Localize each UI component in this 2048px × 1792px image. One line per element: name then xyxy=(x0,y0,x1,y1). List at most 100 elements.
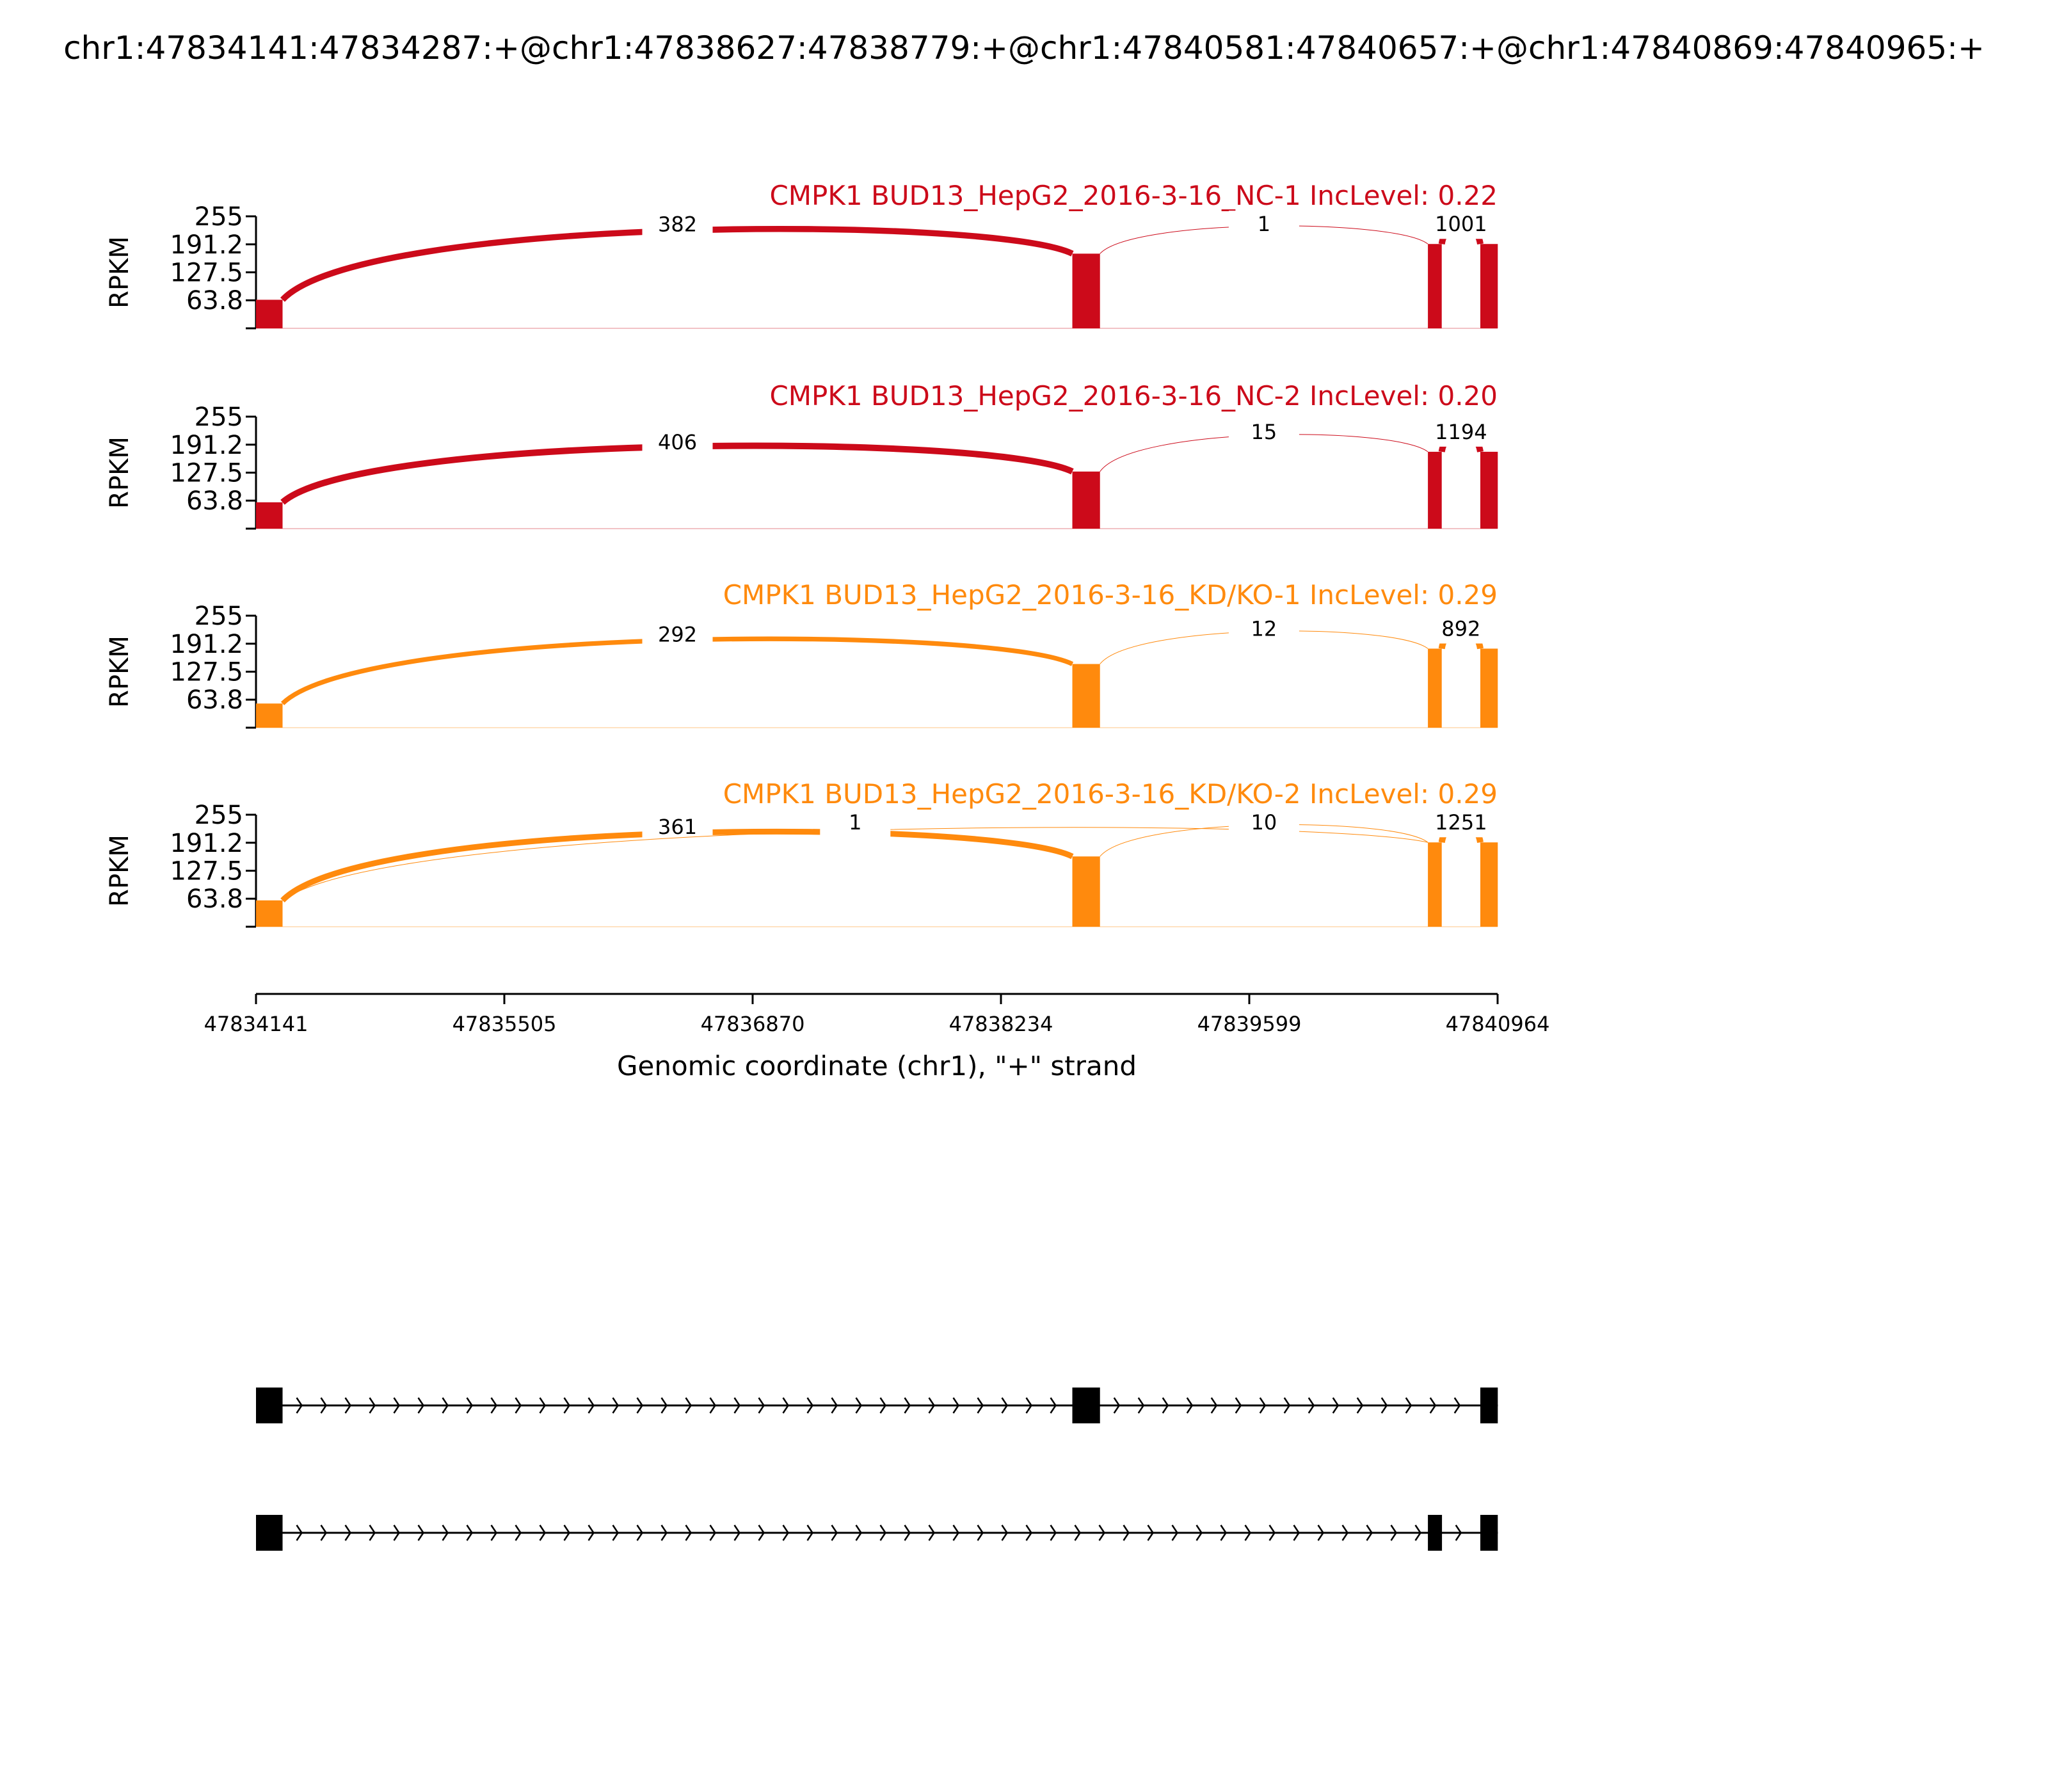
coverage-bar xyxy=(1428,451,1442,529)
junction-count: 1194 xyxy=(1435,420,1487,444)
y-tick-label: 255 xyxy=(195,202,243,232)
coverage-bar xyxy=(1480,648,1498,728)
coverage-bar xyxy=(256,300,283,328)
isoform-models xyxy=(256,1388,1498,1551)
coverage-bar xyxy=(1428,648,1442,728)
track-title: CMPK1 BUD13_HepG2_2016-3-16_KD/KO-2 IncL… xyxy=(723,778,1498,810)
strand-chevron xyxy=(709,1524,717,1541)
strand-chevron xyxy=(1050,1524,1057,1541)
y-tick-label: 63.8 xyxy=(186,486,243,516)
strand-chevron xyxy=(1050,1397,1057,1414)
y-tick-label: 127.5 xyxy=(170,857,243,886)
junction-label-bg xyxy=(1425,211,1496,239)
coverage-bar xyxy=(1480,842,1498,927)
strand-chevron xyxy=(539,1397,547,1414)
coverage-bar xyxy=(1428,842,1442,927)
y-tick-label: 191.2 xyxy=(170,829,243,858)
coverage-bar xyxy=(256,502,283,529)
strand-chevron xyxy=(1098,1524,1106,1541)
strand-chevron xyxy=(296,1397,303,1414)
strand-chevron xyxy=(758,1397,765,1414)
strand-chevron xyxy=(588,1397,595,1414)
strand-chevron xyxy=(466,1524,474,1541)
junction-label-bg xyxy=(1425,615,1496,644)
strand-chevron xyxy=(1259,1397,1267,1414)
junction-count: 10 xyxy=(1251,810,1277,835)
isoform-model xyxy=(256,1388,1498,1423)
strand-chevron xyxy=(1293,1524,1300,1541)
y-tick-label: 127.5 xyxy=(170,658,243,687)
x-tick-label: 47838234 xyxy=(949,1012,1053,1036)
coverage-bar xyxy=(256,703,283,728)
strand-chevron xyxy=(855,1397,863,1414)
junction-count: 12 xyxy=(1251,616,1277,641)
coverage-bar xyxy=(1072,664,1100,728)
y-axis-label: RPKM xyxy=(105,436,134,509)
junction-label-bg xyxy=(820,809,891,838)
y-tick-label: 255 xyxy=(195,403,243,432)
y-tick-label: 127.5 xyxy=(170,459,243,488)
junction-label-bg xyxy=(642,428,713,457)
exon-block xyxy=(256,1515,283,1551)
strand-chevron xyxy=(1244,1524,1252,1541)
y-tick-label: 191.2 xyxy=(170,230,243,260)
strand-chevron xyxy=(855,1524,863,1541)
coverage-bar xyxy=(1072,856,1100,927)
strand-chevron xyxy=(1341,1524,1349,1541)
junction-label-bg xyxy=(1425,809,1496,838)
y-axis-label: RPKM xyxy=(105,636,134,708)
strand-chevron xyxy=(904,1397,911,1414)
junction-label-bg xyxy=(1425,418,1496,447)
strand-chevron xyxy=(831,1524,838,1541)
x-axis: 47834141 47835505 47836870 47838234 47839599… xyxy=(204,993,1549,1082)
strand-chevron xyxy=(320,1524,328,1541)
strand-chevron xyxy=(660,1397,668,1414)
junction-label-bg xyxy=(1228,809,1299,838)
strand-chevron xyxy=(417,1524,425,1541)
strand-chevron xyxy=(806,1524,814,1541)
strand-chevron xyxy=(344,1397,352,1414)
strand-chevron xyxy=(1210,1397,1218,1414)
strand-chevron xyxy=(733,1397,741,1414)
strand-chevron xyxy=(1308,1397,1315,1414)
strand-chevron xyxy=(1162,1397,1169,1414)
strand-chevron xyxy=(442,1524,449,1541)
strand-chevron xyxy=(563,1397,571,1414)
strand-chevron xyxy=(417,1397,425,1414)
coverage-bar xyxy=(1480,244,1498,328)
coverage-bar xyxy=(1428,244,1442,328)
strand-chevron xyxy=(1414,1524,1422,1541)
y-axis-label: RPKM xyxy=(105,835,134,907)
strand-chevron xyxy=(442,1397,449,1414)
strand-chevron xyxy=(952,1397,960,1414)
strand-chevron xyxy=(490,1524,498,1541)
strand-chevron xyxy=(320,1397,328,1414)
exon-block xyxy=(1428,1515,1443,1551)
junction-count: 892 xyxy=(1441,616,1480,641)
strand-chevron xyxy=(660,1524,668,1541)
strand-chevron xyxy=(1283,1397,1291,1414)
junction-count: 1251 xyxy=(1435,810,1487,835)
strand-chevron xyxy=(709,1397,717,1414)
figure-title: chr1:47834141:47834287:+@chr1:47838627:4… xyxy=(63,29,1985,67)
strand-chevron xyxy=(806,1397,814,1414)
junction-count: 382 xyxy=(658,212,697,236)
coverage-bar xyxy=(1072,471,1100,529)
strand-chevron xyxy=(1220,1524,1228,1541)
strand-chevron xyxy=(515,1397,522,1414)
junction-arc xyxy=(280,828,1074,902)
strand-chevron xyxy=(928,1397,936,1414)
x-tick-label: 47835505 xyxy=(452,1012,557,1036)
strand-chevron xyxy=(904,1524,911,1541)
y-tick-label: 191.2 xyxy=(170,431,243,460)
junction-label-bg xyxy=(1228,418,1299,447)
junction-count: 361 xyxy=(658,815,697,839)
strand-chevron xyxy=(393,1524,401,1541)
junction-label-bg xyxy=(642,211,713,239)
track-title: CMPK1 BUD13_HepG2_2016-3-16_NC-1 IncLeve… xyxy=(769,180,1498,211)
strand-chevron xyxy=(539,1524,547,1541)
